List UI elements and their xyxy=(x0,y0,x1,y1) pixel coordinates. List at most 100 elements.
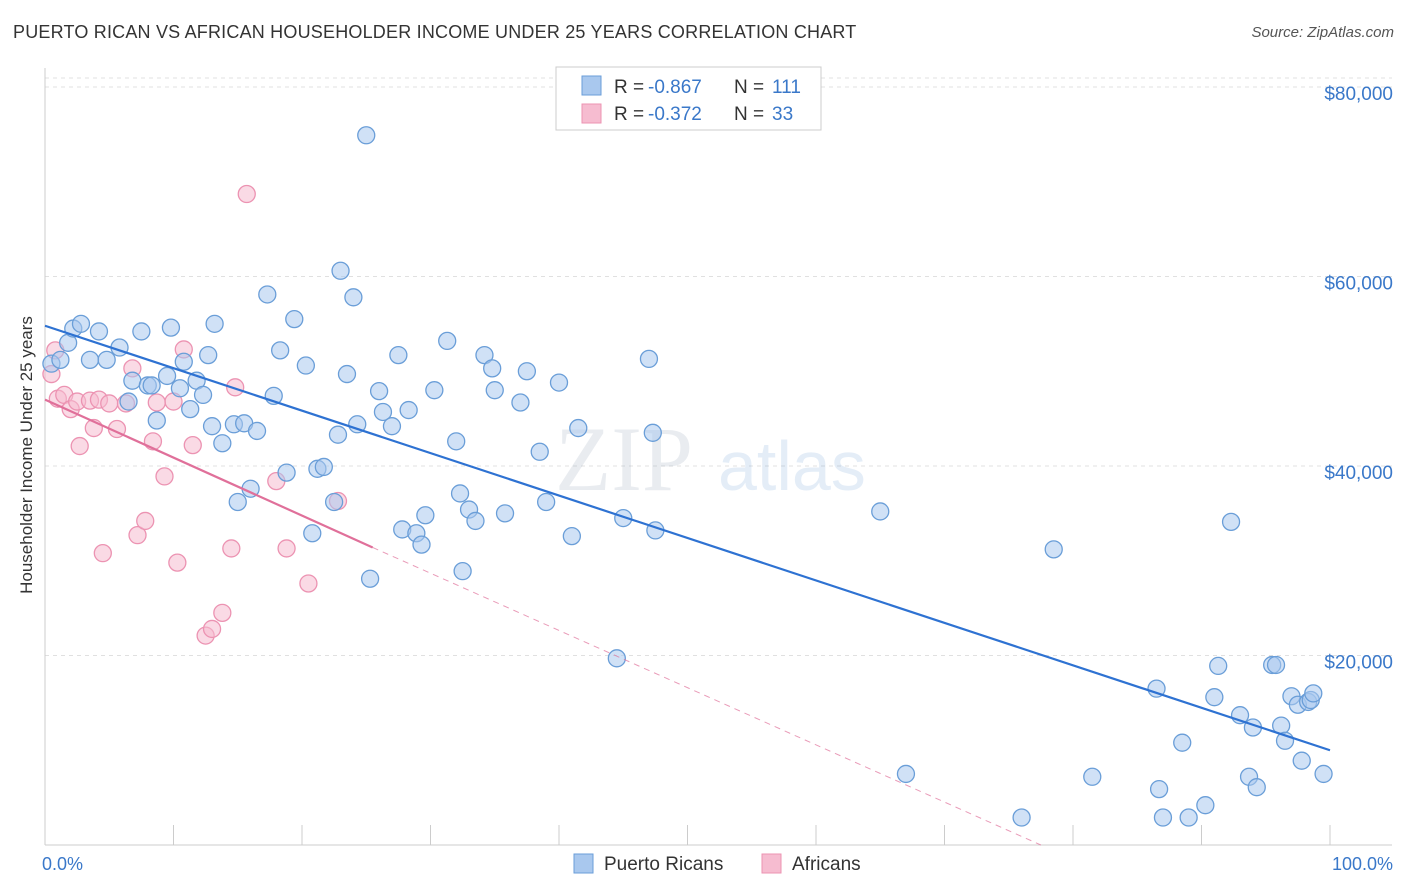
africans-trendline-extension xyxy=(372,547,1042,846)
data-point xyxy=(80,350,100,369)
data-point xyxy=(1173,733,1192,752)
data-point xyxy=(147,393,166,412)
y-tick-label: $20,000 xyxy=(1324,652,1393,673)
y-tick-label: $80,000 xyxy=(1324,84,1393,105)
legend-swatch-blue xyxy=(581,75,602,96)
data-point xyxy=(483,359,502,378)
data-point xyxy=(896,764,916,784)
data-point xyxy=(271,341,290,360)
data-point xyxy=(511,393,530,412)
data-point xyxy=(128,525,147,545)
x-tick-marks xyxy=(44,825,1331,845)
data-point xyxy=(530,442,549,461)
data-point xyxy=(485,381,504,400)
data-point xyxy=(89,322,109,341)
data-point xyxy=(247,421,267,441)
data-point xyxy=(168,553,187,572)
data-point xyxy=(193,385,213,405)
legend-r-value-2: -0.372 xyxy=(648,104,702,125)
data-point xyxy=(277,463,296,482)
data-point xyxy=(93,544,112,563)
data-point xyxy=(170,379,190,398)
data-point xyxy=(549,373,569,392)
data-point xyxy=(412,535,431,554)
data-point xyxy=(70,436,89,456)
legend-swatch-pink xyxy=(581,103,602,124)
y-tick-label: $60,000 xyxy=(1324,273,1393,294)
data-point xyxy=(399,400,418,420)
bottom-legend-swatch-pink xyxy=(761,853,782,874)
bottom-legend-swatch-blue xyxy=(573,853,594,874)
correlation-legend: R = -0.867 N = 111 R = -0.372 N = 33 xyxy=(555,66,822,131)
data-point xyxy=(537,492,556,512)
legend-r-value-1: -0.867 xyxy=(648,77,702,98)
data-point xyxy=(142,376,161,395)
data-point xyxy=(1147,679,1166,698)
x-tick-label-min: 0.0% xyxy=(42,854,83,874)
data-point xyxy=(205,314,224,333)
watermark-atlas: atlas xyxy=(718,427,866,505)
data-point xyxy=(324,492,344,512)
data-point xyxy=(639,349,659,369)
data-point xyxy=(1149,779,1169,799)
data-point xyxy=(222,539,241,558)
data-point xyxy=(453,562,472,581)
data-point xyxy=(174,352,193,371)
data-point xyxy=(1083,767,1102,786)
data-point xyxy=(202,619,222,639)
data-point xyxy=(100,394,119,413)
legend-r-label-2: R = xyxy=(614,104,644,125)
data-point xyxy=(1209,656,1228,676)
data-point xyxy=(614,508,633,528)
data-point xyxy=(1196,796,1215,815)
data-point xyxy=(1304,684,1323,703)
data-point xyxy=(51,350,70,369)
data-point xyxy=(337,364,357,384)
data-point xyxy=(328,425,348,444)
data-point xyxy=(643,423,662,442)
data-point xyxy=(447,432,466,451)
legend-n-label-2: N = xyxy=(734,104,764,125)
data-point xyxy=(607,649,626,668)
data-point xyxy=(871,502,890,521)
data-point xyxy=(331,261,350,280)
data-point xyxy=(97,350,116,369)
data-point xyxy=(389,345,408,365)
gridlines xyxy=(45,77,1392,656)
data-point xyxy=(258,285,277,304)
data-point xyxy=(213,603,232,622)
data-point xyxy=(1153,808,1173,827)
data-point xyxy=(1292,751,1311,770)
data-point xyxy=(369,381,389,401)
data-point xyxy=(495,504,515,523)
data-point xyxy=(1221,512,1241,532)
data-point xyxy=(466,511,485,531)
data-point xyxy=(425,381,444,400)
data-point xyxy=(181,399,200,419)
data-point xyxy=(1266,655,1286,675)
data-point xyxy=(373,402,393,422)
legend-n-label-1: N = xyxy=(734,77,764,98)
data-point xyxy=(147,411,166,430)
data-point xyxy=(357,126,376,145)
data-point xyxy=(277,539,296,558)
data-point xyxy=(1247,778,1266,797)
series-legend: Puerto Ricans Africans xyxy=(573,853,861,875)
data-point xyxy=(1012,808,1031,827)
data-point xyxy=(202,417,222,436)
data-point xyxy=(314,457,333,477)
data-point xyxy=(438,331,457,351)
data-point xyxy=(299,574,318,593)
legend-r-label-1: R = xyxy=(614,77,644,98)
data-point xyxy=(123,371,142,390)
data-point xyxy=(213,434,232,453)
bottom-legend-label-pink: Africans xyxy=(792,854,861,875)
data-point xyxy=(1044,540,1063,559)
y-tick-label: $40,000 xyxy=(1324,463,1393,484)
legend-n-value-2: 33 xyxy=(772,104,793,125)
data-point xyxy=(296,356,316,375)
data-point xyxy=(562,526,581,546)
bottom-legend-label-blue: Puerto Ricans xyxy=(604,854,723,875)
data-point xyxy=(119,392,138,411)
